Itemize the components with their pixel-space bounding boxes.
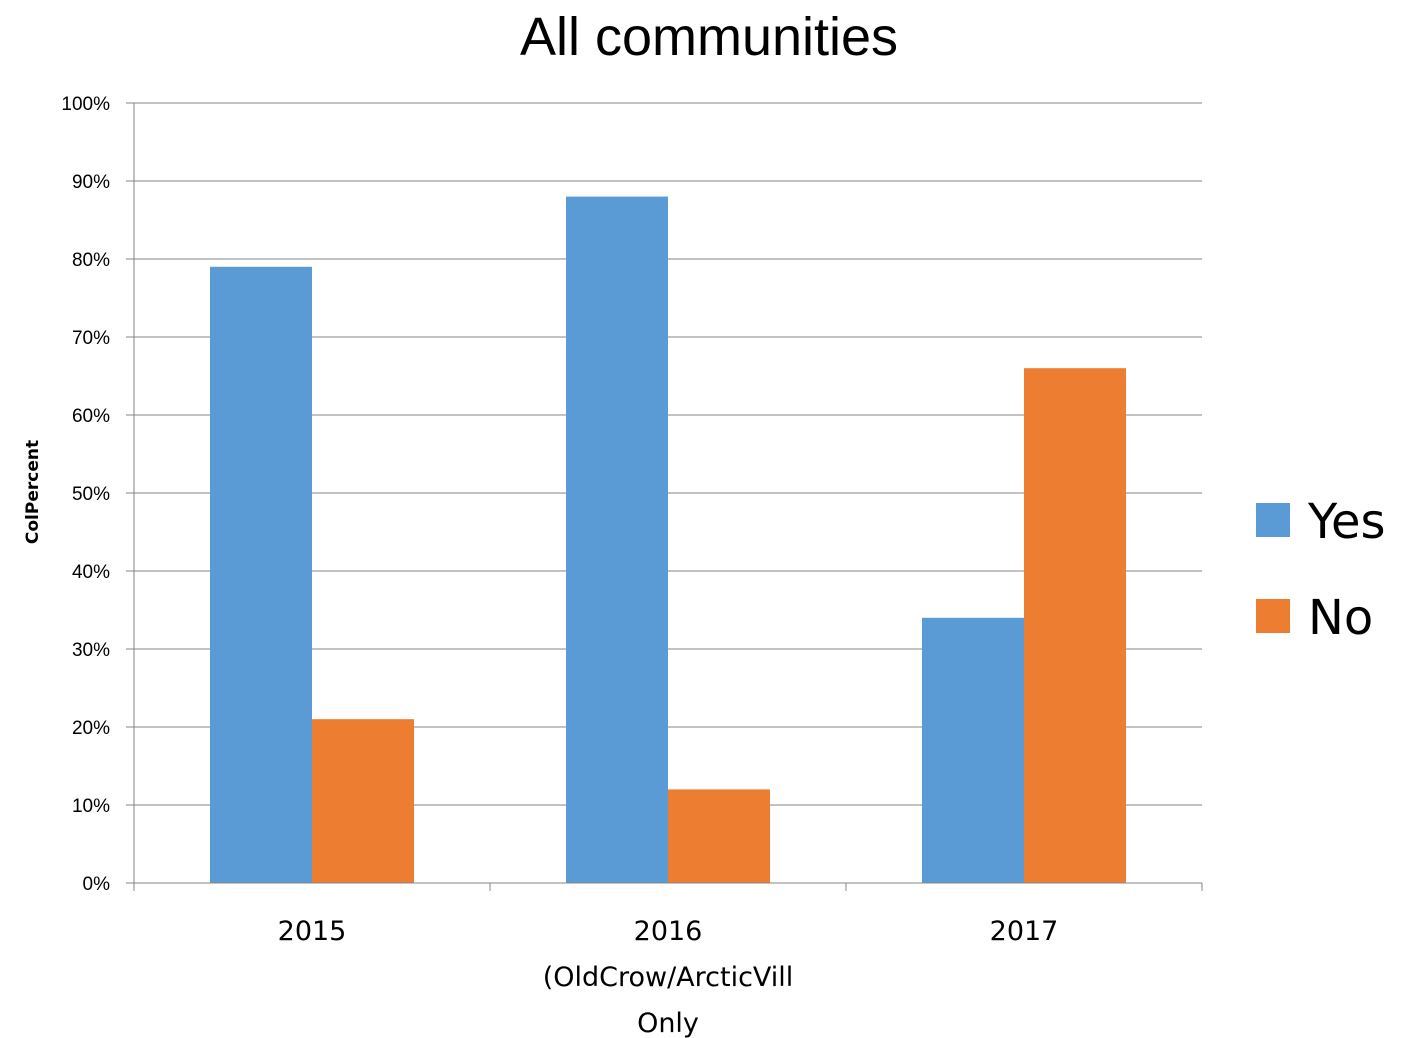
legend: Yes No xyxy=(1256,494,1385,646)
y-tick-labels: 0% 10% 20% 30% 40% 50% 60% 70% 80% 90% 100% xyxy=(61,94,110,895)
y-tick-label: 100% xyxy=(61,94,110,115)
y-axis-label: ColPercent xyxy=(23,440,43,544)
bars xyxy=(210,196,1126,884)
legend-label-no: No xyxy=(1308,590,1373,646)
x-tick-label: 2016 xyxy=(634,916,703,947)
x-tick-label: 2015 xyxy=(278,916,347,947)
bar-no xyxy=(312,719,414,883)
legend-swatch-yes xyxy=(1256,503,1290,537)
y-tick-label: 40% xyxy=(72,562,110,583)
bar-yes xyxy=(922,617,1024,883)
chart-title: All communities xyxy=(520,7,898,67)
legend-swatch-no xyxy=(1256,599,1290,633)
bar-yes xyxy=(210,266,312,883)
bar-yes xyxy=(566,196,668,884)
y-tick-label: 80% xyxy=(72,250,110,271)
y-tick-label: 10% xyxy=(72,796,110,817)
x-tick-labels: 2015 2016 (OldCrow/ArcticVill Only 2017 xyxy=(278,916,1059,1038)
x-tick-label: 2017 xyxy=(990,916,1059,947)
axes xyxy=(133,103,1203,891)
bar-no xyxy=(668,789,770,883)
y-tick-label: 30% xyxy=(72,640,110,661)
y-tick-label: 60% xyxy=(72,406,110,427)
bar-no xyxy=(1024,368,1126,883)
y-tick-label: 70% xyxy=(72,328,110,349)
y-tick-label: 90% xyxy=(72,172,110,193)
y-tick-label: 50% xyxy=(72,484,110,505)
y-tick-label: 0% xyxy=(83,874,111,895)
x-tick-label: Only xyxy=(637,1008,699,1038)
y-tick-label: 20% xyxy=(72,718,110,739)
x-tick-label: (OldCrow/ArcticVill xyxy=(543,962,794,993)
legend-label-yes: Yes xyxy=(1307,494,1385,550)
